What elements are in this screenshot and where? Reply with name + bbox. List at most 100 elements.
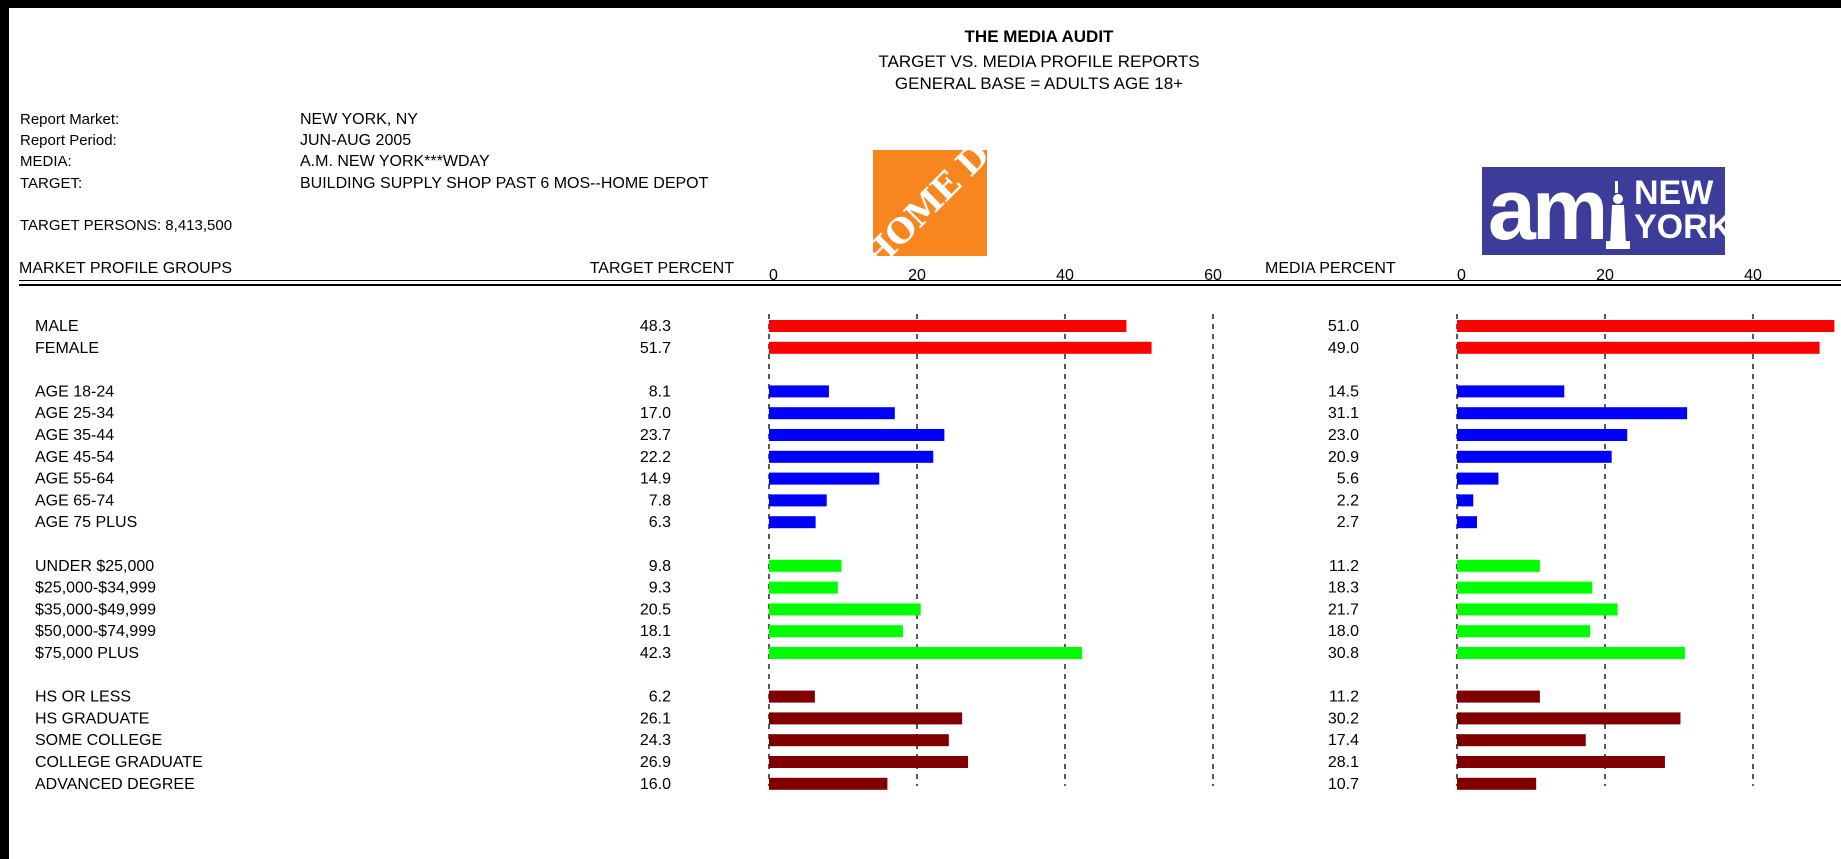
media-bar — [1457, 647, 1685, 659]
target-label: TARGET: — [20, 175, 83, 192]
target-value-label: 51.7 — [640, 340, 671, 357]
media-bar — [1457, 429, 1628, 441]
target-bar — [769, 494, 827, 507]
media-value-label: 10.7 — [1328, 776, 1359, 793]
media-bar — [1457, 734, 1586, 747]
target-tick-label: 0 — [769, 267, 778, 284]
media-value-label: 11.2 — [1329, 558, 1359, 575]
media-value-label: 18.0 — [1328, 623, 1359, 640]
media-value-label: 20.9 — [1328, 449, 1359, 466]
header-rule-bottom — [19, 284, 1841, 286]
row-label: HS OR LESS — [35, 689, 131, 706]
target-bar — [769, 777, 888, 790]
row-label: $50,000-$74,999 — [35, 623, 156, 640]
market-label: Report Market: — [20, 111, 120, 128]
target-value-label: 24.3 — [640, 732, 671, 749]
target-bar — [769, 690, 815, 703]
media-value-label: 23.0 — [1328, 427, 1359, 444]
row-label: AGE 45-54 — [35, 449, 114, 466]
row-label: UNDER $25,000 — [35, 558, 154, 575]
target-tick-label: 40 — [1056, 267, 1074, 284]
media-value-label: 28.1 — [1328, 754, 1359, 771]
media-bar — [1457, 407, 1688, 420]
media-value-label: 31.1 — [1328, 405, 1359, 422]
media-bar — [1457, 385, 1565, 398]
media-value-label: 30.8 — [1328, 645, 1359, 662]
home-depot-logo: THE HOME DEPOT — [873, 150, 987, 256]
target-bar — [769, 450, 934, 463]
new-logo-text: NEW — [1634, 174, 1714, 212]
period-value: JUN-AUG 2005 — [300, 132, 412, 149]
media-bar — [1457, 516, 1477, 529]
target-bar — [769, 472, 880, 485]
media-value-label: 18.3 — [1328, 580, 1359, 597]
media-bar — [1457, 690, 1540, 703]
target-value-label: 6.3 — [649, 514, 671, 531]
york-logo-text: YORK — [1634, 208, 1733, 246]
row-label: $35,000-$49,999 — [35, 601, 156, 618]
media-tick-label: 40 — [1744, 267, 1762, 284]
target-value: BUILDING SUPPLY SHOP PAST 6 MOS--HOME DE… — [300, 175, 709, 192]
target-bar — [769, 647, 1083, 659]
report-subtitle: TARGET VS. MEDIA PROFILE REPORTS — [878, 52, 1200, 71]
row-label: AGE 35-44 — [35, 427, 114, 444]
target-value-label: 17.0 — [640, 405, 671, 422]
media-bar — [1457, 450, 1612, 463]
media-percent-header: MEDIA PERCENT — [1265, 260, 1396, 277]
market-value: NEW YORK, NY — [300, 111, 418, 128]
period-label: Report Period: — [20, 132, 117, 149]
media-bar — [1457, 559, 1540, 572]
target-bar — [769, 385, 829, 398]
target-bar — [769, 320, 1127, 332]
media-bar — [1457, 625, 1591, 638]
media-value-label: 2.7 — [1337, 514, 1359, 531]
target-value-label: 9.3 — [649, 580, 671, 597]
row-label: AGE 65-74 — [35, 492, 114, 509]
media-value-label: 14.5 — [1328, 383, 1359, 400]
target-value-label: 20.5 — [640, 601, 671, 618]
media-bar — [1457, 341, 1820, 354]
target-bar — [769, 559, 842, 572]
row-label: ADVANCED DEGREE — [35, 776, 195, 793]
media-bar — [1457, 777, 1537, 790]
target-value-label: 14.9 — [640, 471, 671, 488]
target-percent-header: TARGET PERCENT — [589, 260, 734, 277]
media-value-label: 21.7 — [1328, 601, 1359, 618]
report-page: THE MEDIA AUDIT TARGET VS. MEDIA PROFILE… — [9, 8, 1841, 859]
target-value-label: 18.1 — [640, 623, 671, 640]
statue-of-liberty-icon — [1606, 181, 1630, 249]
media-bar — [1457, 320, 1835, 332]
profile-bar-charts: 0 20 40 60 MALE 48.3 FEMALE 51.7 AGE 18-24 8.1 AGE… — [35, 267, 1835, 793]
target-value-label: 7.8 — [649, 492, 671, 509]
target-value-label: 8.1 — [649, 383, 671, 400]
row-label: AGE 55-64 — [35, 471, 114, 488]
target-bar — [769, 581, 838, 594]
row-label: $25,000-$34,999 — [35, 580, 156, 597]
media-value: A.M. NEW YORK***WDAY — [300, 153, 490, 170]
target-bar — [769, 429, 945, 441]
media-value-label: 2.2 — [1337, 492, 1359, 509]
target-bar — [769, 625, 903, 638]
media-label: MEDIA: — [20, 153, 72, 170]
media-value-label: 51.0 — [1328, 318, 1359, 335]
media-value-label: 11.2 — [1329, 689, 1359, 706]
row-label: SOME COLLEGE — [35, 732, 162, 749]
media-bar — [1457, 472, 1499, 485]
target-bar — [769, 407, 895, 420]
row-label: AGE 75 PLUS — [35, 514, 137, 531]
groups-column-header: MARKET PROFILE GROUPS — [19, 260, 233, 277]
media-value-label: 5.6 — [1337, 471, 1359, 488]
am-logo-text: am — [1488, 162, 1608, 258]
target-value-label: 42.3 — [640, 645, 671, 662]
media-bar — [1457, 603, 1618, 616]
target-value-label: 9.8 — [649, 558, 671, 575]
target-bar — [769, 712, 963, 725]
am-new-york-logo: am NEW YORK — [1482, 162, 1732, 258]
target-tick-label: 20 — [908, 267, 926, 284]
row-label: COLLEGE GRADUATE — [35, 754, 203, 771]
target-bar — [769, 516, 816, 529]
media-bar — [1457, 494, 1474, 507]
row-label: $75,000 PLUS — [35, 645, 139, 662]
media-tick-label: 20 — [1596, 267, 1614, 284]
target-bar — [769, 603, 921, 616]
